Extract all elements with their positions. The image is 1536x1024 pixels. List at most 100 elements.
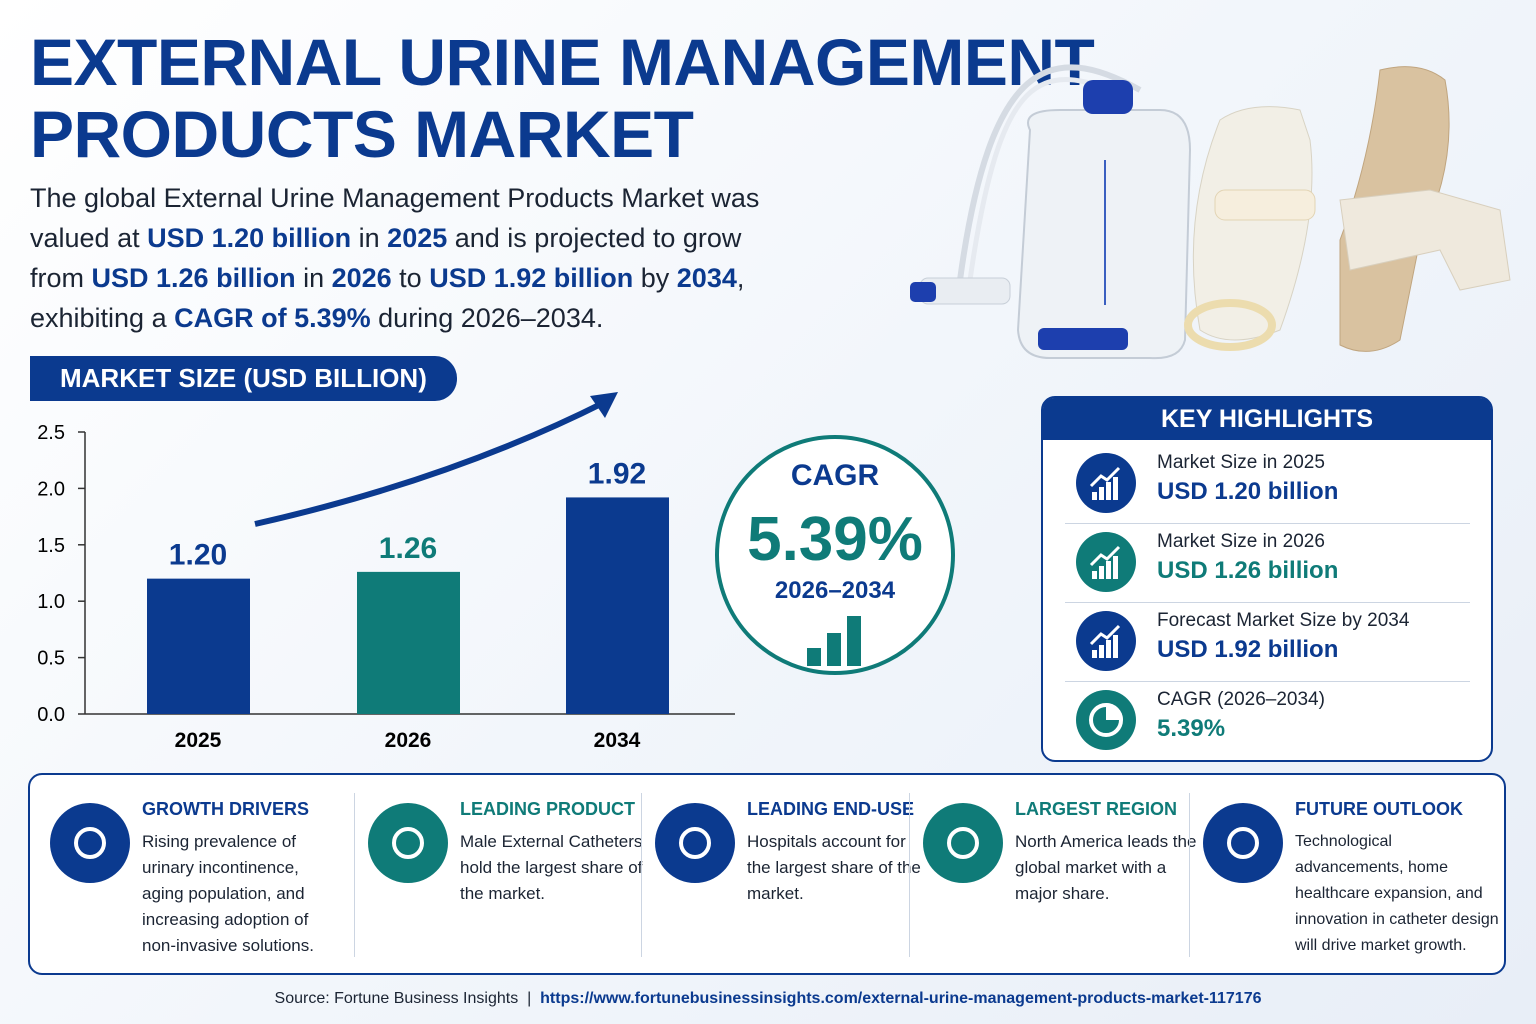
x-tick-label: 2034 [594, 729, 641, 752]
icon-glyph [1099, 645, 1104, 658]
bag-cap [1083, 80, 1133, 114]
strap [1214, 189, 1316, 221]
icon-glyph [1106, 640, 1111, 658]
icon-circle [655, 803, 735, 883]
intro-text: 2034 [676, 263, 737, 293]
bar [147, 578, 250, 714]
y-tick-label: 1.0 [37, 591, 65, 613]
title: EXTERNAL URINE MANAGEMENT PRODUCTS MARKE… [30, 25, 1095, 170]
intro-text: and is projected to grow from [30, 223, 742, 293]
highlight-label: Market Size in 2025 [1157, 452, 1325, 473]
highlight-value: USD 1.92 billion [1157, 636, 1339, 663]
panel: GROWTH DRIVERS Rising prevalence of urina… [50, 795, 330, 957]
product-illustration [910, 64, 1511, 360]
panel-text: Rising prevalence of urinary incontinenc… [142, 832, 314, 955]
highlight-item: Forecast Market Size by 2034 USD 1.92 bil… [1065, 602, 1470, 682]
panel: FUTURE OUTLOOK Technological advancements… [1203, 795, 1503, 957]
icon-glyph [1113, 635, 1118, 658]
divider [909, 793, 910, 957]
intro-text: USD 1.20 billion [147, 223, 352, 253]
trend-arrow [254, 399, 607, 527]
value-label: 1.20 [169, 539, 227, 572]
icon-glyph [1106, 482, 1111, 500]
intro-text: 2025 [387, 223, 448, 253]
panel-title: LEADING END-USE [747, 799, 915, 819]
catheter [1192, 106, 1313, 341]
icon-glyph [1099, 566, 1104, 579]
highlight-item: CAGR (2026–2034) 5.39% [1065, 681, 1470, 761]
icon-glyph [1106, 703, 1123, 720]
highlight-label: CAGR (2026–2034) [1157, 689, 1325, 710]
panel: LEADING END-USE Hospitals account for the… [655, 795, 935, 957]
icon-circle [50, 803, 130, 883]
icon-glyph [1106, 561, 1111, 579]
intro-text: in [351, 223, 388, 253]
icon-glyph [392, 827, 424, 859]
panel-icon [655, 803, 735, 883]
icon-glyph [1092, 492, 1097, 500]
value-label: 1.26 [379, 532, 437, 565]
separator: | [527, 990, 532, 1007]
icon-glyph [1113, 477, 1118, 500]
cagr-circle [715, 435, 955, 675]
panel-text: Hospitals account for the largest share … [747, 832, 921, 903]
info-panels: GROWTH DRIVERS Rising prevalence of urina… [28, 773, 1506, 975]
x-tick-label: 2025 [175, 729, 222, 752]
intro-text: USD 1.92 billion [429, 263, 634, 293]
intro-text: The global External Urine Management Pro… [30, 183, 760, 253]
icon-circle [923, 803, 1003, 883]
bar [566, 497, 669, 714]
bar-chart: 0.0 0.5 1.0 1.5 2.0 2.5 2025 1.20 2026 1.26 2034 1.… [37, 392, 735, 752]
strap [1339, 189, 1511, 291]
panel: LARGEST REGION North America leads the gl… [923, 795, 1203, 957]
bar [357, 571, 460, 714]
catheter-ring [1184, 299, 1276, 351]
highlight-icon [1076, 611, 1136, 671]
panel-text: Technological advancements, home healthc… [1295, 833, 1499, 954]
highlight-label: Forecast Market Size by 2034 [1157, 610, 1410, 631]
source: Source: Fortune Business Insights [274, 990, 519, 1007]
icon-glyph [1227, 827, 1259, 859]
intro-text: to [391, 263, 430, 293]
valve-cap [910, 282, 936, 302]
panel-title: LARGEST REGION [1015, 799, 1178, 819]
intro-text: CAGR of 5.39% [174, 303, 371, 333]
bag-valve [1038, 328, 1128, 350]
panel: LEADING PRODUCT Male External Catheters h… [368, 795, 648, 957]
panel-icon [923, 803, 1003, 883]
panel-icon [368, 803, 448, 883]
highlight-icon [1076, 690, 1136, 750]
title-line: EXTERNAL URINE MANAGEMENT [30, 25, 1095, 99]
tube [952, 64, 1142, 301]
trend-arrow-head [590, 392, 618, 418]
divider [354, 793, 355, 957]
panel-title: LEADING PRODUCT [460, 799, 635, 819]
cagr-icon [827, 633, 841, 666]
icon-circle [1203, 803, 1283, 883]
footer: Source: Fortune Business Insights | http… [0, 990, 1536, 1008]
cagr-value: 5.39% [747, 505, 923, 574]
icon-circle [368, 803, 448, 883]
icon-glyph [679, 827, 711, 859]
icon-glyph [1089, 545, 1121, 567]
chart-title: MARKET SIZE (USD BILLION) [30, 356, 457, 401]
intro-text: USD 1.26 billion [91, 263, 296, 293]
highlight-value: 5.39% [1157, 715, 1226, 742]
panel-text: North America leads the global market wi… [1015, 832, 1197, 903]
source-url[interactable]: https://www.fortunebusinessinsights.com/… [540, 990, 1262, 1007]
y-tick-label: 0.5 [37, 648, 65, 670]
icon-glyph [1089, 466, 1121, 488]
icon-glyph [74, 827, 106, 859]
intro-text: , exhibiting a [30, 263, 745, 333]
value-label: 1.92 [588, 457, 646, 490]
icon-glyph [947, 827, 979, 859]
cagr-label: CAGR [791, 459, 880, 492]
cagr-icon [807, 648, 821, 666]
x-tick-label: 2026 [385, 729, 432, 752]
y-tick-label: 2.0 [37, 478, 65, 500]
highlight-item: Market Size in 2026 USD 1.26 billion [1065, 523, 1470, 603]
icon-glyph [1099, 487, 1104, 500]
icon-glyph [1092, 571, 1097, 579]
highlight-label: Market Size in 2026 [1157, 531, 1325, 552]
